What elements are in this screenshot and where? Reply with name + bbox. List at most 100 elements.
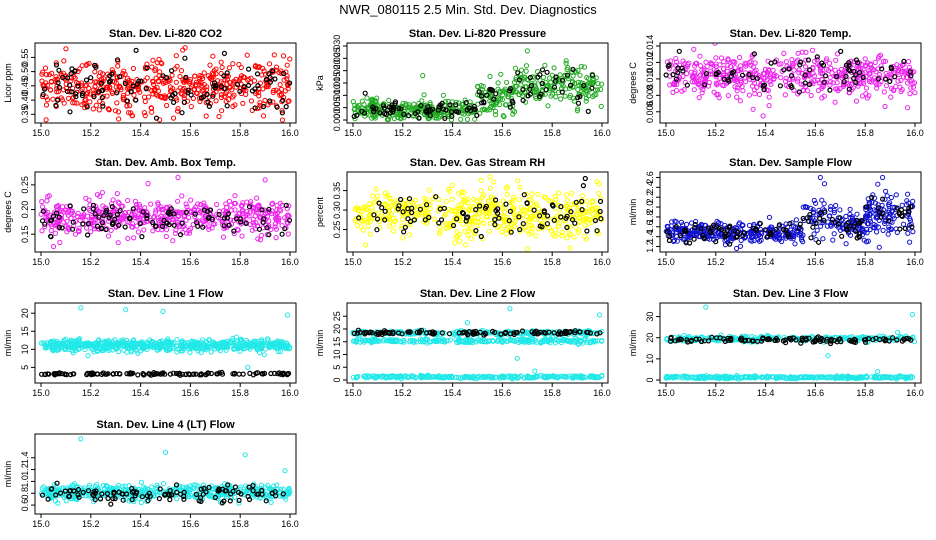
data-point	[805, 57, 812, 63]
data-point	[449, 196, 455, 202]
data-point	[142, 98, 148, 105]
data-point	[260, 340, 266, 346]
data-point	[897, 226, 903, 232]
data-point	[120, 203, 126, 209]
data-point	[879, 196, 886, 202]
data-point	[903, 74, 910, 81]
data-point	[817, 65, 823, 71]
x-tick-label: 15.0	[32, 257, 50, 267]
data-point	[39, 218, 46, 224]
data-point	[48, 78, 55, 85]
data-point	[116, 349, 122, 355]
data-point	[380, 103, 386, 109]
data-point	[411, 331, 417, 337]
data-point	[734, 85, 740, 91]
data-point	[860, 74, 866, 81]
data-point	[168, 340, 174, 346]
data-point	[42, 224, 48, 230]
data-point	[203, 113, 209, 119]
data-point	[383, 111, 389, 118]
data-point	[495, 206, 501, 212]
data-point	[778, 75, 784, 81]
data-point	[240, 343, 246, 350]
data-point	[567, 224, 573, 230]
data-point	[173, 370, 179, 377]
data-point	[82, 97, 88, 104]
data-point	[768, 60, 774, 66]
data-point	[243, 213, 249, 219]
data-point	[805, 88, 811, 94]
data-point	[395, 206, 401, 212]
data-point	[598, 103, 604, 110]
data-point	[453, 99, 459, 106]
data-point	[564, 72, 571, 78]
data-point	[260, 219, 266, 225]
y-tick-label: 0.020	[332, 59, 342, 82]
data-point	[684, 71, 690, 77]
data-point	[53, 210, 60, 216]
data-point	[283, 202, 289, 208]
data-point	[162, 80, 169, 86]
data-point	[584, 228, 590, 234]
data-point	[88, 229, 94, 235]
data-point	[419, 98, 425, 104]
data-point	[41, 86, 48, 92]
data-point	[493, 197, 499, 203]
data-point	[591, 339, 597, 345]
data-point	[411, 101, 417, 107]
data-point	[76, 228, 82, 234]
data-point	[692, 63, 698, 69]
data-point	[461, 198, 467, 204]
data-point	[401, 229, 407, 235]
data-point	[373, 98, 379, 104]
data-point	[231, 92, 237, 98]
data-point	[256, 64, 262, 70]
data-point	[237, 88, 243, 94]
data-point	[171, 222, 177, 228]
data-point	[783, 227, 789, 233]
plot-frame	[34, 42, 297, 124]
data-point	[124, 103, 130, 109]
data-point	[241, 83, 247, 90]
y-tick-label: 0.25	[20, 176, 30, 194]
data-point	[764, 87, 770, 93]
data-point	[93, 102, 99, 109]
data-point	[782, 92, 788, 98]
data-point	[266, 218, 272, 224]
data-point	[166, 222, 172, 228]
data-point	[167, 211, 173, 217]
data-point	[882, 196, 888, 202]
data-point	[597, 198, 604, 204]
data-point	[221, 345, 228, 351]
data-point	[497, 201, 503, 207]
data-point	[277, 341, 283, 347]
data-point	[221, 50, 227, 57]
data-point	[520, 86, 526, 93]
data-point	[72, 100, 78, 106]
data-point	[504, 79, 510, 86]
y-tick-label: 0.010	[332, 84, 342, 107]
data-point	[354, 112, 360, 118]
plot-points	[38, 174, 293, 250]
data-point	[667, 233, 673, 239]
data-point	[487, 73, 493, 80]
data-point	[233, 343, 239, 349]
data-point	[133, 47, 139, 54]
data-point	[244, 341, 250, 347]
x-tick-label: 15.6	[807, 128, 825, 138]
data-point	[74, 100, 80, 106]
data-point	[51, 346, 57, 352]
y-tick-label: 1.8	[645, 211, 655, 224]
data-point	[105, 233, 112, 239]
data-point	[462, 242, 469, 248]
data-point	[115, 240, 121, 246]
data-point	[488, 194, 494, 200]
data-point	[465, 232, 471, 238]
data-point	[390, 106, 396, 113]
data-point	[210, 93, 216, 99]
data-point	[356, 207, 362, 213]
data-point	[71, 344, 77, 350]
data-point	[99, 226, 105, 232]
data-point	[238, 336, 244, 342]
data-point	[390, 222, 397, 228]
